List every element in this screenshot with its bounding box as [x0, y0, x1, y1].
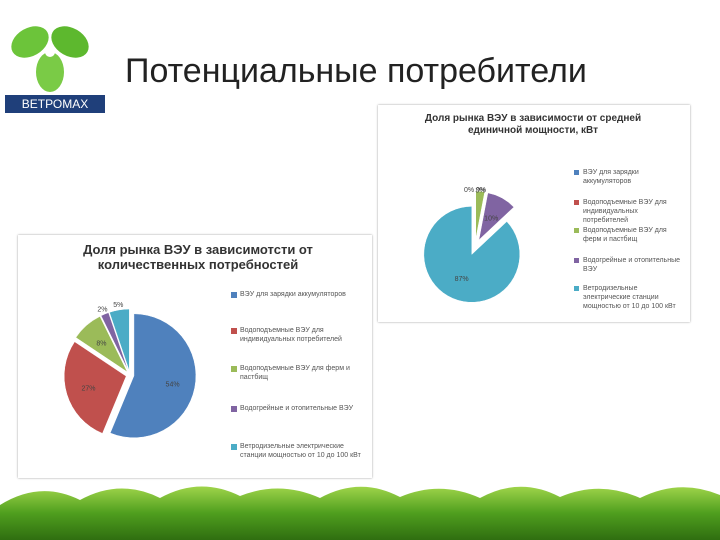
legend-label: Водоподъемные ВЭУ для ферм и пастбищ [583, 227, 667, 243]
pie-slice [109, 308, 130, 372]
legend-swatch [231, 292, 237, 298]
pie-plot: 0% 0%3% 10% 87% [423, 170, 579, 303]
chart: Доля рынка ВЭУ в зависимости от средней … [378, 105, 690, 322]
legend-label: ВЭУ для зарядки аккумуляторов [583, 169, 639, 185]
pie-slice [423, 206, 521, 303]
pie-slice [109, 313, 197, 439]
legend-swatch [231, 366, 237, 372]
pie-plot: 54% 27% 8% 2% 5% [63, 292, 237, 450]
pie-slice [475, 190, 486, 240]
legend-swatch [231, 444, 237, 450]
slide-title: Потенциальные потребители [125, 52, 587, 90]
legend-label: Ветродизельные электрические станции мощ… [583, 285, 676, 310]
legend-label: ВЭУ для зарядки аккумуляторов [240, 291, 346, 298]
logo-box [5, 95, 105, 113]
pie-slice [478, 192, 515, 241]
legend-swatch [231, 328, 237, 334]
value-label: 54% [166, 381, 180, 388]
chart: Доля рынка ВЭУ в зависимотсти от количес… [18, 235, 372, 478]
legend-swatch [574, 228, 579, 233]
legend-label: Водоподъемные ВЭУ для индивидуальных пот… [583, 199, 667, 224]
value-label: 0% [476, 187, 486, 194]
value-label: 10% [484, 216, 498, 223]
legend-label: Водоподъемные ВЭУ для индивидуальных пот… [240, 327, 342, 343]
pie-slice [75, 316, 128, 373]
value-label: 0% [464, 187, 474, 194]
legend-label: Водогрейные и отопительные ВЭУ [583, 257, 680, 273]
legend-swatch [574, 258, 579, 263]
logo-leaves [11, 26, 89, 92]
value-label: 3% [475, 187, 485, 194]
logo-text: ВЕТРОМАХ [22, 97, 88, 111]
legend-swatch [574, 200, 579, 205]
legend-label: Водогрейные и отопительные ВЭУ [240, 405, 354, 412]
legend-swatch [574, 170, 579, 175]
legend-swatch [574, 286, 579, 291]
value-label: 27% [81, 386, 95, 393]
grass [0, 486, 720, 540]
chart-title: Доля рынка ВЭУ в зависимотсти от количес… [83, 242, 313, 272]
value-label: 2% [97, 306, 107, 313]
value-label: 8% [96, 340, 106, 347]
pie-slice [63, 341, 127, 434]
legend-label: Водоподъемные ВЭУ для ферм и пастбищ [240, 365, 350, 381]
legend-label: Ветродизельные электрические станции мощ… [240, 443, 361, 459]
legend-swatch [231, 406, 237, 412]
value-label: 87% [455, 276, 469, 283]
chart-title: Доля рынка ВЭУ в зависимости от средней … [424, 113, 642, 136]
value-label: 5% [113, 302, 123, 309]
pie-slice [100, 312, 129, 372]
